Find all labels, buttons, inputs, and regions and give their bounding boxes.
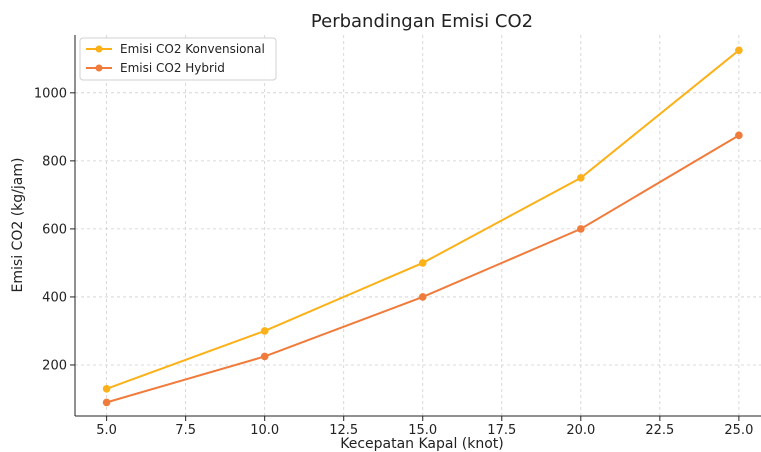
data-point-konvensional bbox=[102, 384, 111, 393]
data-point-konvensional bbox=[418, 259, 427, 267]
x-tick-label: 7.5 bbox=[175, 423, 196, 438]
chart-title: Perbandingan Emisi CO2 bbox=[311, 11, 533, 32]
x-tick-label: 20.0 bbox=[566, 423, 595, 438]
data-point-konvensional bbox=[577, 174, 585, 182]
x-tick-label: 25.0 bbox=[724, 423, 753, 438]
data-point-hybrid bbox=[260, 352, 269, 361]
x-ticks: 5.0 7.5 10.0 12.5 15.0 17.5 20.0 22.5 25.0 bbox=[96, 416, 753, 438]
y-tick-label: 800 bbox=[42, 154, 67, 169]
y-tick-label: 1000 bbox=[34, 86, 67, 101]
legend: Emisi CO2 Konvensional Emisi CO2 Hybrid bbox=[79, 37, 277, 81]
y-tick-label: 200 bbox=[42, 358, 67, 373]
y-tick-label: 600 bbox=[42, 222, 67, 237]
data-point-hybrid bbox=[102, 398, 111, 407]
x-tick-label: 17.5 bbox=[487, 423, 516, 438]
x-axis-label: Kecepatan Kapal (knot) bbox=[340, 436, 504, 452]
y-ticks: 200 400 600 800 1000 bbox=[34, 86, 75, 373]
legend-label-hybrid: Emisi CO2 Hybrid bbox=[120, 61, 225, 75]
x-tick-label: 12.5 bbox=[329, 423, 358, 438]
data-point-konvensional bbox=[260, 327, 269, 335]
legend-marker-hybrid bbox=[95, 64, 103, 72]
data-point-hybrid bbox=[577, 225, 585, 233]
legend-box bbox=[79, 37, 277, 81]
legend-marker-konvensional bbox=[95, 45, 103, 53]
axes bbox=[74, 35, 761, 417]
legend-label-konvensional: Emisi CO2 Konvensional bbox=[120, 42, 265, 56]
y-axis-label: Emisi CO2 (kg/jam) bbox=[10, 158, 26, 293]
x-tick-label: 15.0 bbox=[408, 423, 437, 438]
y-tick-label: 400 bbox=[42, 290, 67, 305]
series-group bbox=[102, 46, 743, 407]
data-point-hybrid bbox=[735, 131, 743, 140]
data-point-hybrid bbox=[418, 293, 427, 301]
grid bbox=[75, 35, 761, 416]
x-tick-label: 10.0 bbox=[250, 423, 279, 438]
x-tick-label: 22.5 bbox=[645, 423, 674, 438]
data-point-konvensional bbox=[735, 46, 743, 55]
x-tick-label: 5.0 bbox=[96, 423, 117, 438]
